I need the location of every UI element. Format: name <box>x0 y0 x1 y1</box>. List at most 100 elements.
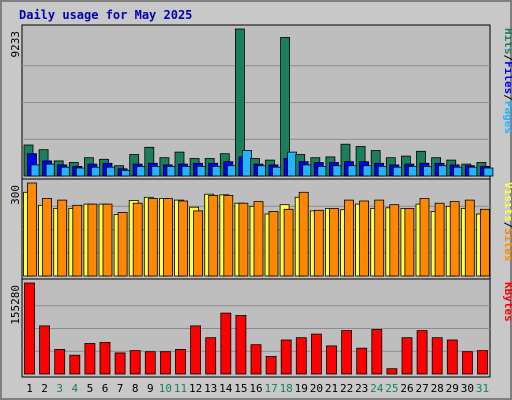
bar-pages-day-17 <box>272 166 282 177</box>
bar-pages-day-19 <box>302 164 313 177</box>
x-tick-label-day-21: 21 <box>325 382 338 395</box>
bar-kbytes-day-26 <box>401 337 413 375</box>
bar-kbytes-day-9 <box>144 351 156 375</box>
bar-pages-day-1 <box>30 164 41 177</box>
bar-sites-day-4 <box>72 204 83 277</box>
bar-sites-day-30 <box>464 199 475 277</box>
bar-kbytes-day-27 <box>416 330 428 375</box>
legend-entry-kbytes: KBytes <box>502 282 512 322</box>
x-tick-label-day-15: 15 <box>234 382 247 395</box>
bar-sites-day-1 <box>27 182 37 277</box>
bar-sites-day-6 <box>102 203 113 277</box>
bar-pages-day-28 <box>438 165 449 177</box>
bar-kbytes-day-15 <box>235 314 247 375</box>
x-tick-label-day-12: 12 <box>189 382 202 395</box>
legend-entry-pages: Pages <box>502 101 512 134</box>
bar-sites-day-8 <box>132 202 143 277</box>
x-tick-label-day-16: 16 <box>249 382 262 395</box>
x-tick-label-day-5: 5 <box>87 382 94 395</box>
x-tick-label-day-13: 13 <box>204 382 217 395</box>
legend-hits-files-pages: Hits/Files/Pages <box>502 28 512 134</box>
bar-kbytes-day-31 <box>477 350 488 375</box>
legend-entry-files: Files <box>502 61 512 94</box>
bar-pages-day-30 <box>468 166 479 177</box>
bar-pages-day-25 <box>392 166 403 177</box>
x-tick-label-day-24: 24 <box>370 382 384 395</box>
chart-title: Daily usage for May 2025 <box>19 8 193 22</box>
bar-pages-day-20 <box>317 165 328 177</box>
bar-pages-day-18 <box>287 151 298 177</box>
legend-separator: / <box>502 94 512 101</box>
bar-pages-day-22 <box>347 165 358 177</box>
x-tick-label-day-14: 14 <box>219 382 233 395</box>
bar-sites-day-14 <box>223 194 234 277</box>
bar-sites-day-13 <box>208 194 219 277</box>
bar-sites-day-16 <box>253 201 264 277</box>
bar-kbytes-day-25 <box>386 368 398 375</box>
bar-pages-day-15 <box>241 150 252 177</box>
bar-sites-day-25 <box>389 204 400 277</box>
x-tick-label-day-27: 27 <box>415 382 428 395</box>
bar-sites-day-31 <box>479 208 490 277</box>
x-tick-label-day-31: 31 <box>476 382 489 395</box>
bar-kbytes-day-8 <box>129 350 141 375</box>
bar-pages-day-6 <box>106 166 116 177</box>
bar-sites-day-20 <box>313 209 324 277</box>
bar-kbytes-day-14 <box>220 312 232 375</box>
bar-pages-day-8 <box>136 165 147 177</box>
bar-pages-day-7 <box>121 169 131 177</box>
bar-sites-day-26 <box>404 207 415 277</box>
bar-kbytes-day-30 <box>461 351 473 375</box>
bar-kbytes-day-5 <box>84 343 96 375</box>
bar-sites-day-9 <box>147 198 158 277</box>
x-tick-label-day-6: 6 <box>102 382 109 395</box>
bar-pages-day-23 <box>362 165 373 177</box>
x-tick-label-day-4: 4 <box>71 382 78 395</box>
bar-sites-day-28 <box>434 202 445 277</box>
x-tick-label-day-23: 23 <box>355 382 368 395</box>
bar-pages-day-24 <box>377 165 388 177</box>
bar-sites-day-17 <box>268 211 279 277</box>
bar-kbytes-day-7 <box>114 352 126 375</box>
bar-kbytes-day-10 <box>159 351 171 375</box>
x-tick-label-day-11: 11 <box>174 382 187 395</box>
bar-pages-day-10 <box>166 165 177 177</box>
axis-max-label: 300 <box>9 185 22 205</box>
bar-pages-day-27 <box>423 165 433 177</box>
bar-kbytes-day-3 <box>54 348 66 375</box>
x-tick-label-day-20: 20 <box>310 382 323 395</box>
bar-pages-day-9 <box>151 165 162 177</box>
bar-pages-day-29 <box>453 166 464 177</box>
bar-pages-day-12 <box>196 165 207 177</box>
x-tick-label-day-28: 28 <box>431 382 444 395</box>
bar-kbytes-day-4 <box>69 354 81 375</box>
bar-pages-day-13 <box>211 165 222 177</box>
bar-kbytes-day-19 <box>295 337 307 375</box>
bar-sites-day-29 <box>449 201 460 277</box>
bar-kbytes-day-18 <box>280 339 292 375</box>
bar-kbytes-day-29 <box>446 339 458 375</box>
bar-sites-day-15 <box>238 202 249 277</box>
bar-kbytes-day-12 <box>190 325 202 375</box>
bar-kbytes-day-17 <box>265 355 277 375</box>
x-tick-label-day-8: 8 <box>132 382 139 395</box>
bar-sites-day-7 <box>117 211 128 277</box>
legend-kbytes: KBytes <box>502 282 512 322</box>
bar-pages-day-14 <box>226 165 237 177</box>
bar-pages-day-4 <box>75 167 86 177</box>
x-tick-label-day-1: 1 <box>26 382 33 395</box>
x-tick-label-day-18: 18 <box>280 382 293 395</box>
bar-sites-day-11 <box>178 200 188 277</box>
bar-pages-day-5 <box>91 166 101 177</box>
bar-sites-day-23 <box>359 200 370 277</box>
x-tick-label-day-26: 26 <box>400 382 413 395</box>
legend-separator: / <box>502 222 512 229</box>
x-tick-label-day-25: 25 <box>385 382 398 395</box>
bar-pages-day-2 <box>45 163 56 177</box>
bar-kbytes-day-20 <box>310 333 322 375</box>
bar-sites-day-18 <box>283 208 294 277</box>
axis-max-label: 9233 <box>9 31 22 58</box>
bar-kbytes-day-21 <box>326 345 337 375</box>
bar-sites-day-5 <box>87 203 98 277</box>
